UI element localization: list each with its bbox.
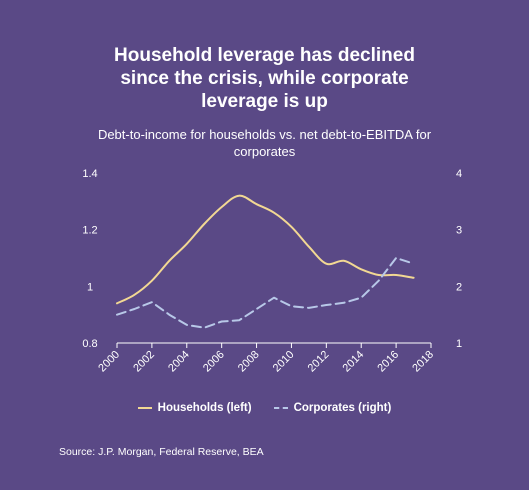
chart-subtitle: Debt-to-income for households vs. net de… [0,126,529,160]
x-tick-label: 2012 [306,349,332,375]
series-line-corporates [116,257,415,329]
x-tick-label: 2000 [96,349,122,375]
y-right-tick-label: 2 [456,281,462,293]
y-right-tick-label: 4 [456,168,462,180]
y-left-tick-label: 1.4 [82,168,97,180]
x-tick-label: 2008 [236,349,262,375]
x-tick-label: 2002 [131,349,157,375]
chart-subtitle-line-1: Debt-to-income for households vs. net de… [97,127,432,142]
series-line-households [116,194,415,305]
chart-legend: Households (left) Corporates (right) [0,402,529,414]
y-right-tick-label: 3 [456,225,462,237]
x-tick-label: 2014 [341,349,367,375]
x-tick-label: 2010 [271,349,297,375]
legend-swatch-households [137,407,152,409]
y-left-tick-label: 0.8 [82,338,97,350]
x-tick-label: 2018 [410,349,436,375]
chart-title-line-3: leverage is up [201,91,328,112]
legend-label-corporates: Corporates (right) [293,402,392,414]
y-left-tick-label: 1 [87,281,93,293]
chart-title-line-2: since the crisis, while corporate [120,68,409,89]
x-tick-label: 2004 [166,349,192,375]
source-note: Source: J.P. Morgan, Federal Reserve, BE… [59,446,264,458]
legend-item-corporates: Corporates (right) [273,402,392,414]
y-left-tick-label: 1.2 [82,225,97,237]
legend-item-households: Households (left) [137,402,252,414]
legend-swatch-corporates [273,407,288,409]
chart-subtitle-line-2: corporates [233,144,296,159]
chart-title-line-1: Household leverage has declined [114,45,415,66]
x-tick-label: 2016 [375,349,401,375]
y-right-tick-label: 1 [456,338,462,350]
chart-title: Household leverage has declined since th… [0,44,529,113]
x-tick-label: 2006 [201,349,227,375]
chart-series [116,194,415,329]
legend-label-households: Households (left) [157,402,252,414]
